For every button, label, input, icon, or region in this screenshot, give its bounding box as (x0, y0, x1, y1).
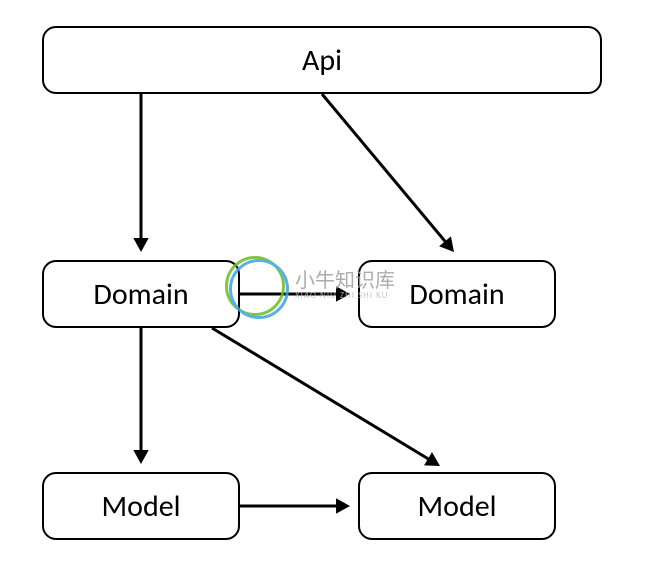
node-label-model2: Model (417, 488, 496, 525)
diagram-canvas: ApiDomainDomainModelModel 小牛知识库 XIAO NIU… (0, 0, 666, 566)
edge-api-to-domain2 (322, 94, 446, 242)
node-model1: Model (42, 472, 240, 540)
arrowhead-icon (336, 498, 350, 513)
arrowhead-icon (439, 236, 454, 252)
node-api: Api (42, 26, 602, 94)
node-domain1: Domain (42, 260, 240, 328)
edge-domain1-to-model2 (212, 328, 429, 459)
node-label-api: Api (302, 42, 342, 79)
arrowhead-icon (424, 452, 440, 466)
node-model2: Model (358, 472, 556, 540)
arrowhead-icon (336, 286, 350, 301)
arrowhead-icon (133, 450, 148, 464)
node-label-domain2: Domain (409, 276, 504, 313)
node-label-model1: Model (101, 488, 180, 525)
arrowhead-icon (133, 238, 148, 252)
node-label-domain1: Domain (93, 276, 188, 313)
node-domain2: Domain (358, 260, 556, 328)
